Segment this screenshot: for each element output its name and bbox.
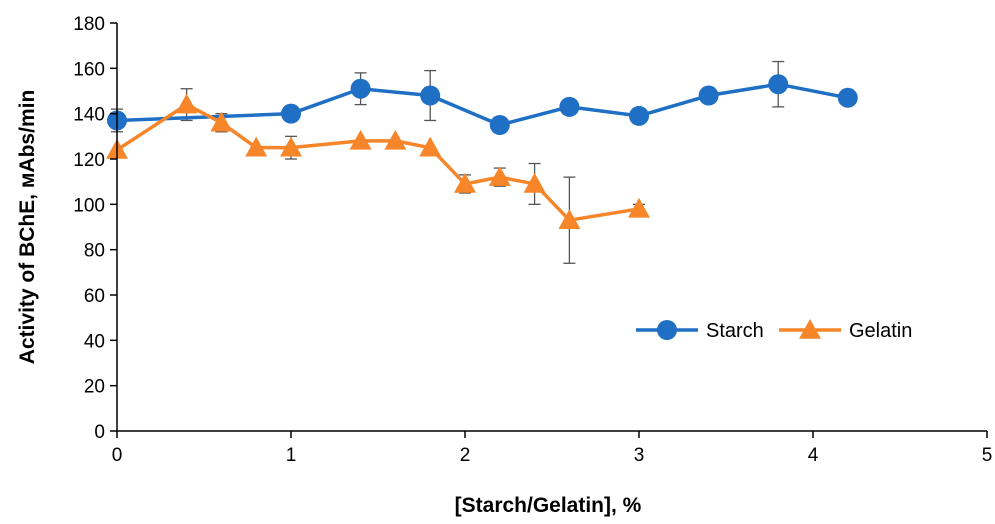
- error-bars: [111, 60, 785, 264]
- y-tick-label: 60: [84, 286, 105, 307]
- x-tick-label: 4: [808, 445, 819, 466]
- y-tick-label: 120: [73, 150, 105, 171]
- series-line-gelatin: [116, 102, 640, 222]
- data-point-gelatin: [523, 172, 546, 193]
- legend-item-gelatin: Gelatin: [779, 319, 912, 342]
- data-point-gelatin: [349, 129, 372, 150]
- y-tick-label: 20: [84, 377, 105, 398]
- data-point-starch: [350, 78, 371, 99]
- series-line-starch: [116, 82, 849, 127]
- data-point-gelatin: [454, 172, 476, 193]
- y-tick-label: 40: [84, 331, 105, 352]
- data-point-gelatin: [558, 209, 581, 229]
- data-point-gelatin: [488, 166, 511, 186]
- data-point-starch: [281, 103, 301, 124]
- data-point-gelatin: [210, 111, 233, 132]
- axes: [116, 23, 987, 432]
- x-tick-label: 5: [982, 445, 993, 466]
- data-point-starch: [420, 85, 441, 106]
- y-tick-label: 180: [73, 14, 105, 35]
- data-point-gelatin: [280, 136, 302, 157]
- ticks: 0 20 40 60 80 100 120 140 160 180 0 1 2 3 4 5: [73, 14, 992, 466]
- data-point-gelatin: [384, 129, 407, 150]
- data-point-starch: [629, 105, 649, 126]
- x-axis-title: [Starch/Gelatin], %: [455, 494, 642, 517]
- x-tick-label: 1: [286, 445, 297, 466]
- legend-label-starch: Starch: [706, 320, 764, 342]
- x-tick-label: 0: [112, 445, 123, 466]
- data-point-gelatin: [245, 136, 268, 157]
- y-tick-label: 80: [84, 241, 105, 262]
- legend-marker-starch: [657, 320, 677, 340]
- legend-marker-gelatin: [799, 319, 821, 339]
- data-point-starch: [559, 96, 580, 117]
- x-tick-label: 3: [634, 445, 645, 466]
- y-axis-title: Activity of BChE, мAbs/min: [16, 90, 39, 365]
- y-tick-label: 160: [73, 59, 105, 80]
- legend: Starch Gelatin: [636, 319, 912, 342]
- data-point-starch: [837, 87, 858, 108]
- y-tick-label: 0: [94, 422, 105, 443]
- data-point-starch: [768, 74, 789, 95]
- legend-label-gelatin: Gelatin: [849, 320, 912, 342]
- legend-item-starch: Starch: [636, 320, 764, 342]
- y-tick-label: 100: [73, 195, 105, 216]
- data-point-gelatin: [175, 93, 198, 114]
- data-point-starch: [698, 85, 719, 106]
- y-tick-label: 140: [73, 105, 105, 126]
- series-starch: [107, 74, 858, 135]
- data-point-starch: [489, 115, 510, 135]
- series-gelatin: [106, 93, 650, 229]
- data-point-gelatin: [419, 136, 442, 157]
- series-layer: [106, 74, 858, 229]
- data-point-gelatin: [628, 197, 650, 218]
- x-tick-label: 2: [460, 445, 471, 466]
